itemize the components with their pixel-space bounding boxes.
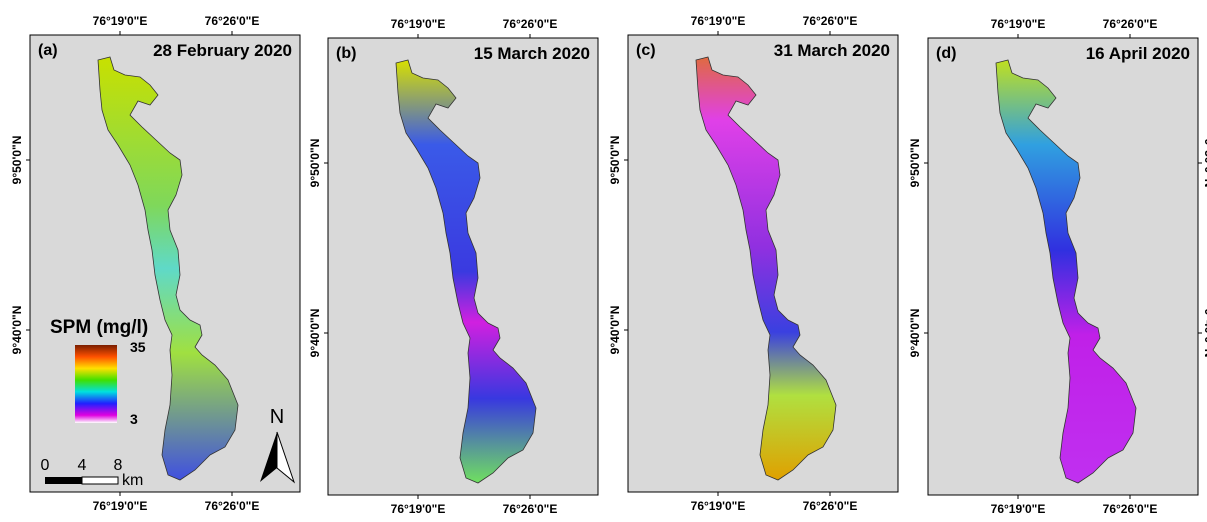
bottom-tick-label: 76°26'0"E bbox=[1103, 502, 1158, 516]
legend-title: SPM (mg/l) bbox=[50, 317, 148, 338]
top-tick-label: 76°19'0"E bbox=[93, 14, 148, 28]
panel-date: 16 April 2020 bbox=[1086, 44, 1190, 63]
top-tick-label: 76°19'0"E bbox=[691, 14, 746, 28]
left-tick-label: 9°50'0"N bbox=[608, 136, 622, 185]
top-tick-label: 76°19'0"E bbox=[991, 17, 1046, 31]
right-tick-label: 9°40'0"N bbox=[1202, 309, 1207, 358]
top-tick-label: 76°26'0"E bbox=[803, 14, 858, 28]
panel-label: (b) bbox=[336, 45, 356, 62]
top-tick-label: 76°26'0"E bbox=[1103, 17, 1158, 31]
bottom-tick-label: 76°19'0"E bbox=[991, 502, 1046, 516]
left-tick-label: 9°50'0"N bbox=[908, 139, 922, 188]
north-label: N bbox=[270, 406, 284, 428]
map-panel: (d) 16 April 2020 76°19'0"E 76°19'0"E 76°26'… bbox=[908, 17, 1207, 516]
scale-unit: km bbox=[122, 472, 143, 489]
bottom-tick-label: 76°26'0"E bbox=[803, 499, 858, 513]
bottom-tick-label: 76°19'0"E bbox=[391, 502, 446, 516]
panel-label: (d) bbox=[936, 45, 956, 62]
scale-segment bbox=[45, 477, 82, 484]
panel-date: 31 March 2020 bbox=[774, 41, 890, 60]
panel-label: (c) bbox=[636, 42, 656, 59]
top-tick-label: 76°26'0"E bbox=[503, 17, 558, 31]
figure: (a) 28 February 2020 76°19'0"E 76°19'0"E 76°… bbox=[0, 0, 1207, 517]
panel-date: 15 March 2020 bbox=[474, 44, 590, 63]
left-tick-label: 9°40'0"N bbox=[608, 306, 622, 355]
legend-min: 3 bbox=[130, 411, 138, 427]
bottom-tick-label: 76°19'0"E bbox=[93, 499, 148, 513]
legend-max: 35 bbox=[130, 339, 146, 355]
scale-label: 0 bbox=[41, 457, 50, 474]
map-panel: (a) 28 February 2020 76°19'0"E 76°19'0"E 76°… bbox=[10, 14, 300, 513]
right-tick-label: 9°50'0"N bbox=[1202, 139, 1207, 188]
panel-label: (a) bbox=[38, 42, 58, 59]
bottom-tick-label: 76°26'0"E bbox=[205, 499, 260, 513]
left-tick-label: 9°50'0"N bbox=[308, 139, 322, 188]
bottom-tick-label: 76°19'0"E bbox=[691, 499, 746, 513]
scale-segment bbox=[82, 477, 118, 484]
left-tick-label: 9°40'0"N bbox=[10, 306, 24, 355]
scale-label: 4 bbox=[78, 457, 87, 474]
map-panel: (c) 31 March 2020 76°19'0"E 76°19'0"E 76°26'… bbox=[608, 14, 898, 513]
left-tick-label: 9°40'0"N bbox=[908, 309, 922, 358]
top-tick-label: 76°26'0"E bbox=[205, 14, 260, 28]
left-tick-label: 9°50'0"N bbox=[10, 136, 24, 185]
left-tick-label: 9°40'0"N bbox=[308, 309, 322, 358]
map-panel: (b) 15 March 2020 76°19'0"E 76°19'0"E 76°26'… bbox=[308, 17, 598, 516]
top-tick-label: 76°19'0"E bbox=[391, 17, 446, 31]
panel-date: 28 February 2020 bbox=[153, 41, 292, 60]
bottom-tick-label: 76°26'0"E bbox=[503, 502, 558, 516]
legend-colorbar bbox=[75, 345, 117, 423]
